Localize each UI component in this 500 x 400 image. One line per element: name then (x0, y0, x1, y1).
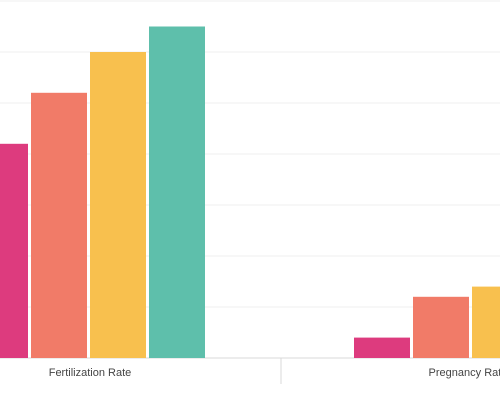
bar-category-2-series-2[interactable] (413, 296, 469, 358)
bar-category-2-series-3[interactable] (472, 286, 500, 358)
bar-category-1-series-2[interactable] (31, 92, 87, 359)
bar-category-2-series-1[interactable] (354, 337, 410, 358)
x-tick-label-fertilization: Fertilization Rate (49, 367, 132, 379)
bar-category-1-series-4[interactable] (149, 26, 205, 359)
x-tick-label-pregnancy: Pregnancy Rate (429, 367, 500, 379)
x-axis: Fertilization Rate Pregnancy Rate (49, 367, 500, 379)
bar-category-1-series-1[interactable] (0, 143, 28, 358)
bars (0, 26, 500, 359)
bar-category-1-series-3[interactable] (90, 52, 146, 358)
